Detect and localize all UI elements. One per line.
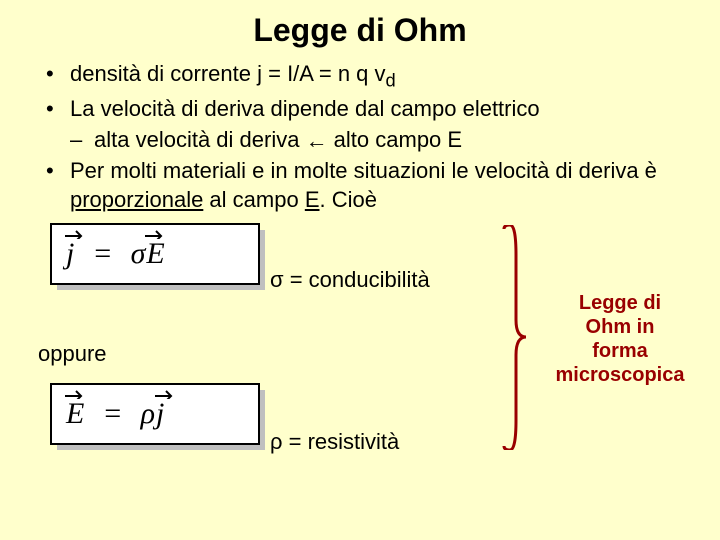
equation-2-label: ρ = resistività [270,429,399,455]
side-label: Legge di Ohm in forma microscopica [540,291,700,387]
bullet-1-text: densità di corrente j = I/A = n q vd [70,61,396,86]
equation-1-label: σ = conducibilità [270,267,430,293]
brace [500,225,530,455]
bullet-2-sub-text: alta velocità di deriva ← alto campo E [94,127,462,152]
side-label-line-1: Legge di [579,292,661,314]
oppure-label: oppure [38,341,107,367]
bullet-3: Per molti materiali e in molte situazion… [46,156,690,215]
page-title: Legge di Ohm [0,0,720,59]
equation-box-1: j = σE [50,223,260,285]
bullet-list: densità di corrente j = I/A = n q vd La … [0,59,720,215]
bullet-2-text: La velocità di deriva dipende dal campo … [70,96,540,121]
equation-1: j = σE [66,237,166,270]
bullet-1: densità di corrente j = I/A = n q vd [46,59,690,93]
title-text: Legge di Ohm [253,12,466,48]
equation-2: E = ρj [66,397,165,430]
bullet-2: La velocità di deriva dipende dal campo … [46,94,690,124]
equation-box-2: E = ρj [50,383,260,445]
bullet-3-text: Per molti materiali e in molte situazion… [70,158,657,213]
side-label-line-2: Ohm in [586,316,655,338]
side-label-line-3: forma [592,340,648,362]
equation-zone: j = σE σ = conducibilità oppure E = ρj ρ… [0,223,720,493]
side-label-line-4: microscopica [556,364,685,386]
bullet-2-sub: alta velocità di deriva ← alto campo E [46,125,690,155]
